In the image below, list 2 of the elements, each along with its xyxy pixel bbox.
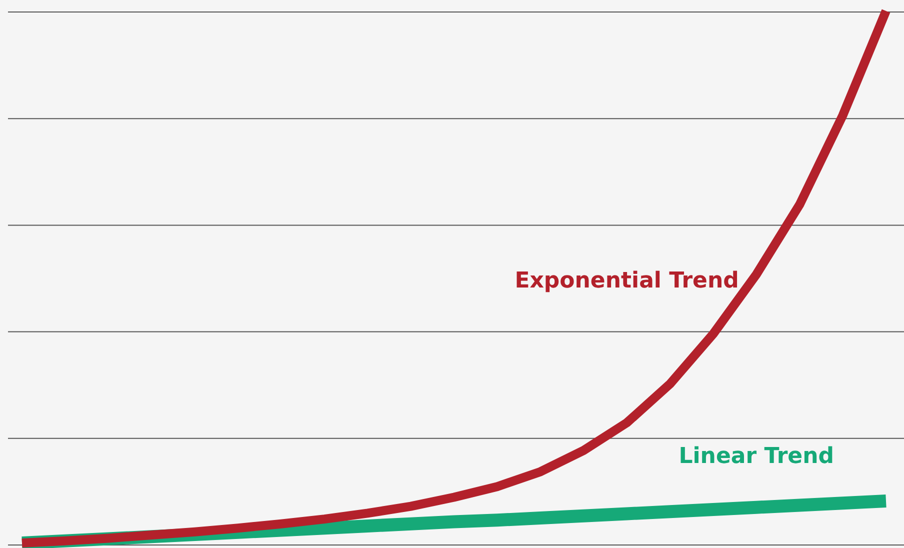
series-label: Linear Trend — [678, 444, 834, 470]
series-label: Exponential Trend — [514, 268, 739, 294]
